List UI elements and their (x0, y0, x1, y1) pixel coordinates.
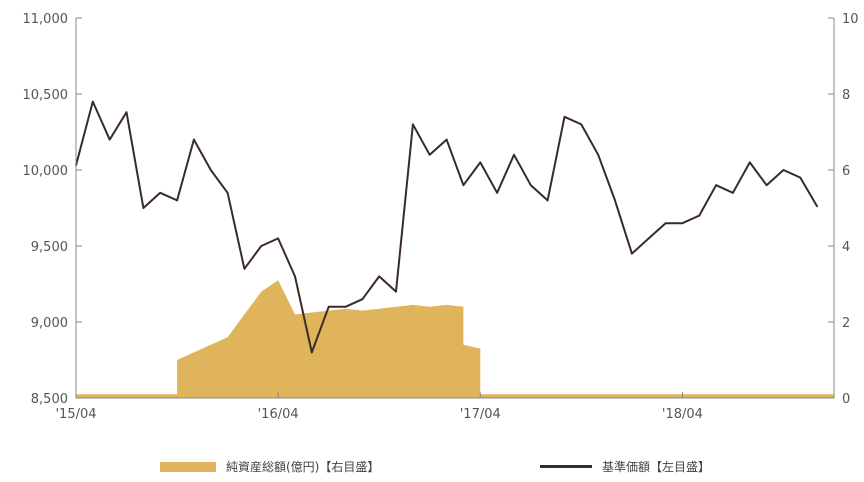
nav-line-layer (75, 100, 819, 354)
right-tick-label: 6 (842, 164, 850, 179)
nav-point-26 (513, 154, 515, 156)
nav-point-25 (496, 192, 498, 194)
nav-point-15 (327, 306, 330, 308)
net-assets-area-layer (76, 280, 834, 398)
nav-point-39 (732, 192, 734, 194)
nav-point-16 (344, 306, 347, 308)
right-tick-label: 4 (842, 240, 850, 255)
legend-item-net-assets: 純資産総額(億円)【右目盛】 (160, 458, 379, 475)
axes-layer (75, 17, 835, 399)
series-area-net-assets (76, 280, 834, 398)
nav-point-38 (715, 184, 717, 186)
nav-point-7 (193, 138, 195, 141)
nav-point-9 (226, 192, 229, 194)
nav-point-11 (260, 245, 263, 247)
nav-point-6 (176, 199, 178, 202)
left-tick-label: 8,500 (31, 392, 68, 407)
nav-point-23 (462, 184, 465, 186)
nav-point-14 (311, 351, 313, 354)
nav-point-2 (108, 138, 111, 141)
nav-point-34 (647, 237, 650, 240)
nav-point-22 (445, 138, 448, 141)
nav-point-21 (428, 154, 431, 156)
nav-point-31 (597, 154, 599, 156)
right-tick-label: 10 (842, 12, 859, 27)
nav-point-1 (92, 100, 94, 103)
left-tick-label: 9,500 (31, 240, 68, 255)
x-tick-label: '16/04 (258, 407, 299, 422)
nav-point-20 (412, 123, 414, 126)
nav-point-35 (664, 222, 667, 224)
nav-point-42 (782, 169, 785, 171)
chart-canvas: 8,500 9,000 9,500 10,000 10,500 11,000 0 2 4 6 8 10… (23, 12, 859, 422)
nav-point-40 (749, 161, 751, 164)
left-tick-label: 10,000 (23, 164, 69, 179)
nav-point-3 (125, 111, 128, 113)
legend-label-net-assets: 純資産総額(億円)【右目盛】 (226, 460, 380, 474)
left-tick-label: 10,500 (23, 88, 69, 103)
nav-point-30 (580, 123, 583, 126)
nav-point-44 (816, 205, 818, 208)
tick-labels-layer: 8,500 9,000 9,500 10,000 10,500 11,000 0 2 4 6 8 10… (23, 12, 859, 422)
nav-point-33 (631, 252, 633, 255)
nav-point-4 (142, 207, 145, 209)
nav-point-5 (159, 192, 161, 194)
nav-point-36 (681, 222, 684, 224)
x-tick-label: '15/04 (55, 407, 96, 422)
legend-swatch-line (540, 465, 592, 468)
nav-point-28 (546, 199, 549, 202)
nav-point-18 (378, 275, 381, 278)
nav-point-41 (765, 184, 768, 186)
nav-point-19 (395, 290, 397, 293)
right-tick-label: 0 (842, 392, 850, 407)
legend-label-nav: 基準価額【左目盛】 (602, 460, 711, 474)
nav-point-24 (479, 161, 482, 164)
left-tick-label: 11,000 (23, 12, 69, 27)
left-tick-label: 9,000 (31, 316, 68, 331)
nav-point-17 (361, 298, 364, 301)
nav-point-27 (530, 184, 532, 186)
legend-swatch-area (160, 461, 216, 472)
nav-point-32 (614, 199, 616, 202)
nav-point-43 (799, 176, 802, 179)
x-tick-label: '17/04 (460, 407, 501, 422)
right-tick-label: 8 (842, 88, 850, 103)
nav-point-8 (210, 169, 212, 171)
nav-point-12 (277, 237, 279, 240)
nav-point-13 (294, 275, 296, 278)
nav-point-29 (563, 116, 566, 118)
nav-point-37 (698, 214, 700, 217)
x-tick-label: '18/04 (662, 407, 703, 422)
right-tick-label: 2 (842, 316, 850, 331)
legend-item-nav: 基準価額【左目盛】 (540, 458, 710, 475)
nav-point-10 (243, 268, 246, 270)
